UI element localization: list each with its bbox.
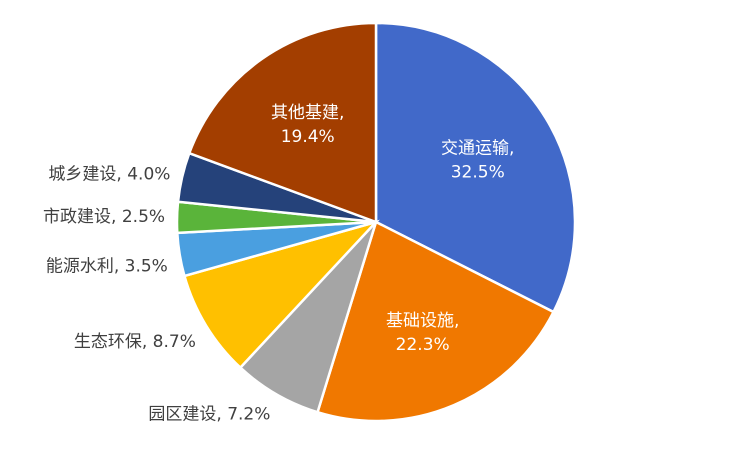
slice-label: 市政建设, 2.5%	[43, 207, 165, 227]
label-separator: ,	[114, 257, 125, 277]
pie-slice	[374, 21, 577, 314]
label-category: 城乡建设	[48, 164, 116, 184]
label-value: 2.5%	[122, 207, 165, 227]
label-separator: ,	[142, 332, 153, 352]
pie-slice	[315, 220, 556, 423]
pie-slice	[182, 219, 380, 370]
slice-value-label: 22.3%	[396, 335, 450, 355]
label-separator: ,	[339, 103, 344, 123]
label-separator: ,	[216, 405, 227, 425]
label-value: 4.0%	[127, 164, 170, 184]
slice-value-label: 19.4%	[281, 127, 335, 147]
label-separator: ,	[116, 164, 127, 184]
label-value: 3.5%	[125, 257, 168, 277]
label-separator: ,	[111, 207, 122, 227]
label-category: 其他基建	[271, 103, 339, 123]
label-separator: ,	[454, 311, 459, 331]
slice-label: 园区建设, 7.2%	[148, 405, 270, 425]
slice-label: 生态环保, 8.7%	[74, 332, 196, 352]
label-category: 生态环保	[74, 332, 142, 352]
slice-value-label: 32.5%	[451, 163, 505, 183]
label-value: 8.7%	[153, 332, 196, 352]
pie-slice	[187, 21, 378, 224]
label-category: 园区建设	[148, 405, 216, 425]
label-category: 基础设施	[386, 311, 454, 331]
label-separator: ,	[509, 139, 514, 159]
slice-label: 城乡建设, 4.0%	[48, 164, 170, 184]
label-value: 7.2%	[227, 405, 270, 425]
label-category: 交通运输	[441, 139, 509, 159]
slice-label: 交通运输,	[441, 139, 514, 159]
label-category: 能源水利	[46, 257, 114, 277]
slice-label: 能源水利, 3.5%	[46, 257, 168, 277]
slice-label: 其他基建,	[271, 103, 344, 123]
slice-label: 基础设施,	[386, 311, 459, 331]
label-category: 市政建设	[43, 207, 111, 227]
